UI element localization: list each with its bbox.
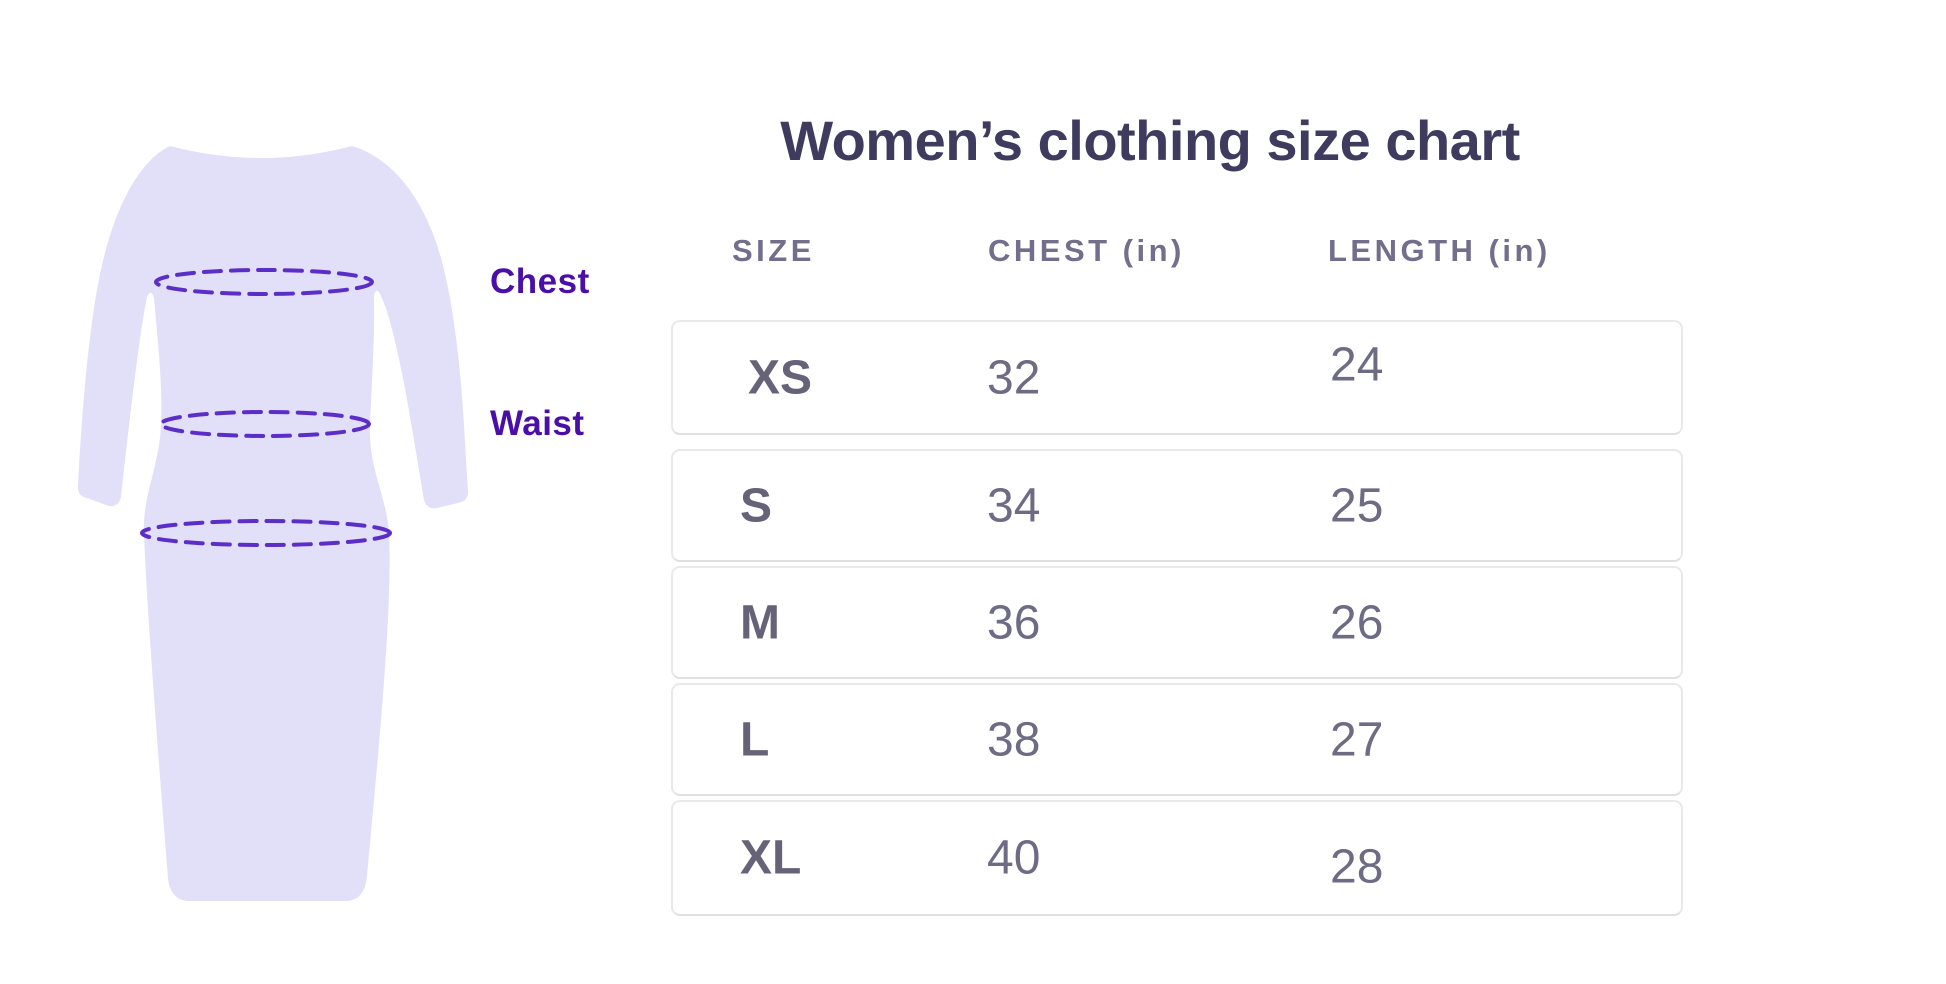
- length-cell: 24: [1330, 338, 1384, 391]
- chest-measure-line: [154, 268, 374, 296]
- size-cell: S: [740, 479, 773, 532]
- chest-cell: 36: [987, 596, 1041, 649]
- size-cell: M: [740, 596, 780, 649]
- length-cell: 25: [1330, 479, 1384, 532]
- chest-cell: 34: [987, 479, 1041, 532]
- hip-measure-line: [140, 519, 392, 547]
- table-row-xl: XL 40 28: [671, 800, 1683, 916]
- length-cell: 26: [1330, 596, 1384, 649]
- table-row-m: M 36 26: [671, 566, 1683, 679]
- waist-measure-line: [159, 410, 371, 438]
- table-row-s: S 34 25: [671, 449, 1683, 562]
- chest-cell: 40: [987, 831, 1041, 885]
- waist-label: Waist: [490, 404, 585, 443]
- size-cell: XS: [748, 351, 813, 404]
- chest-cell: 38: [987, 713, 1041, 766]
- table-header-row: SIZE CHEST (in) LENGTH (in): [0, 233, 1946, 273]
- size-cell: XL: [740, 831, 802, 885]
- column-header-size: SIZE: [732, 233, 815, 268]
- table-row-xs: XS 32 24: [671, 320, 1683, 435]
- chest-label: Chest: [490, 262, 590, 301]
- page-title: Women’s clothing size chart: [780, 109, 1520, 172]
- size-cell: L: [740, 713, 770, 766]
- length-cell: 28: [1330, 840, 1384, 894]
- column-header-length: LENGTH (in): [1328, 233, 1551, 268]
- column-header-chest: CHEST (in): [988, 233, 1185, 268]
- table-row-l: L 38 27: [671, 683, 1683, 796]
- dress-silhouette: [77, 146, 469, 901]
- length-cell: 27: [1330, 713, 1384, 766]
- chest-cell: 32: [987, 351, 1041, 404]
